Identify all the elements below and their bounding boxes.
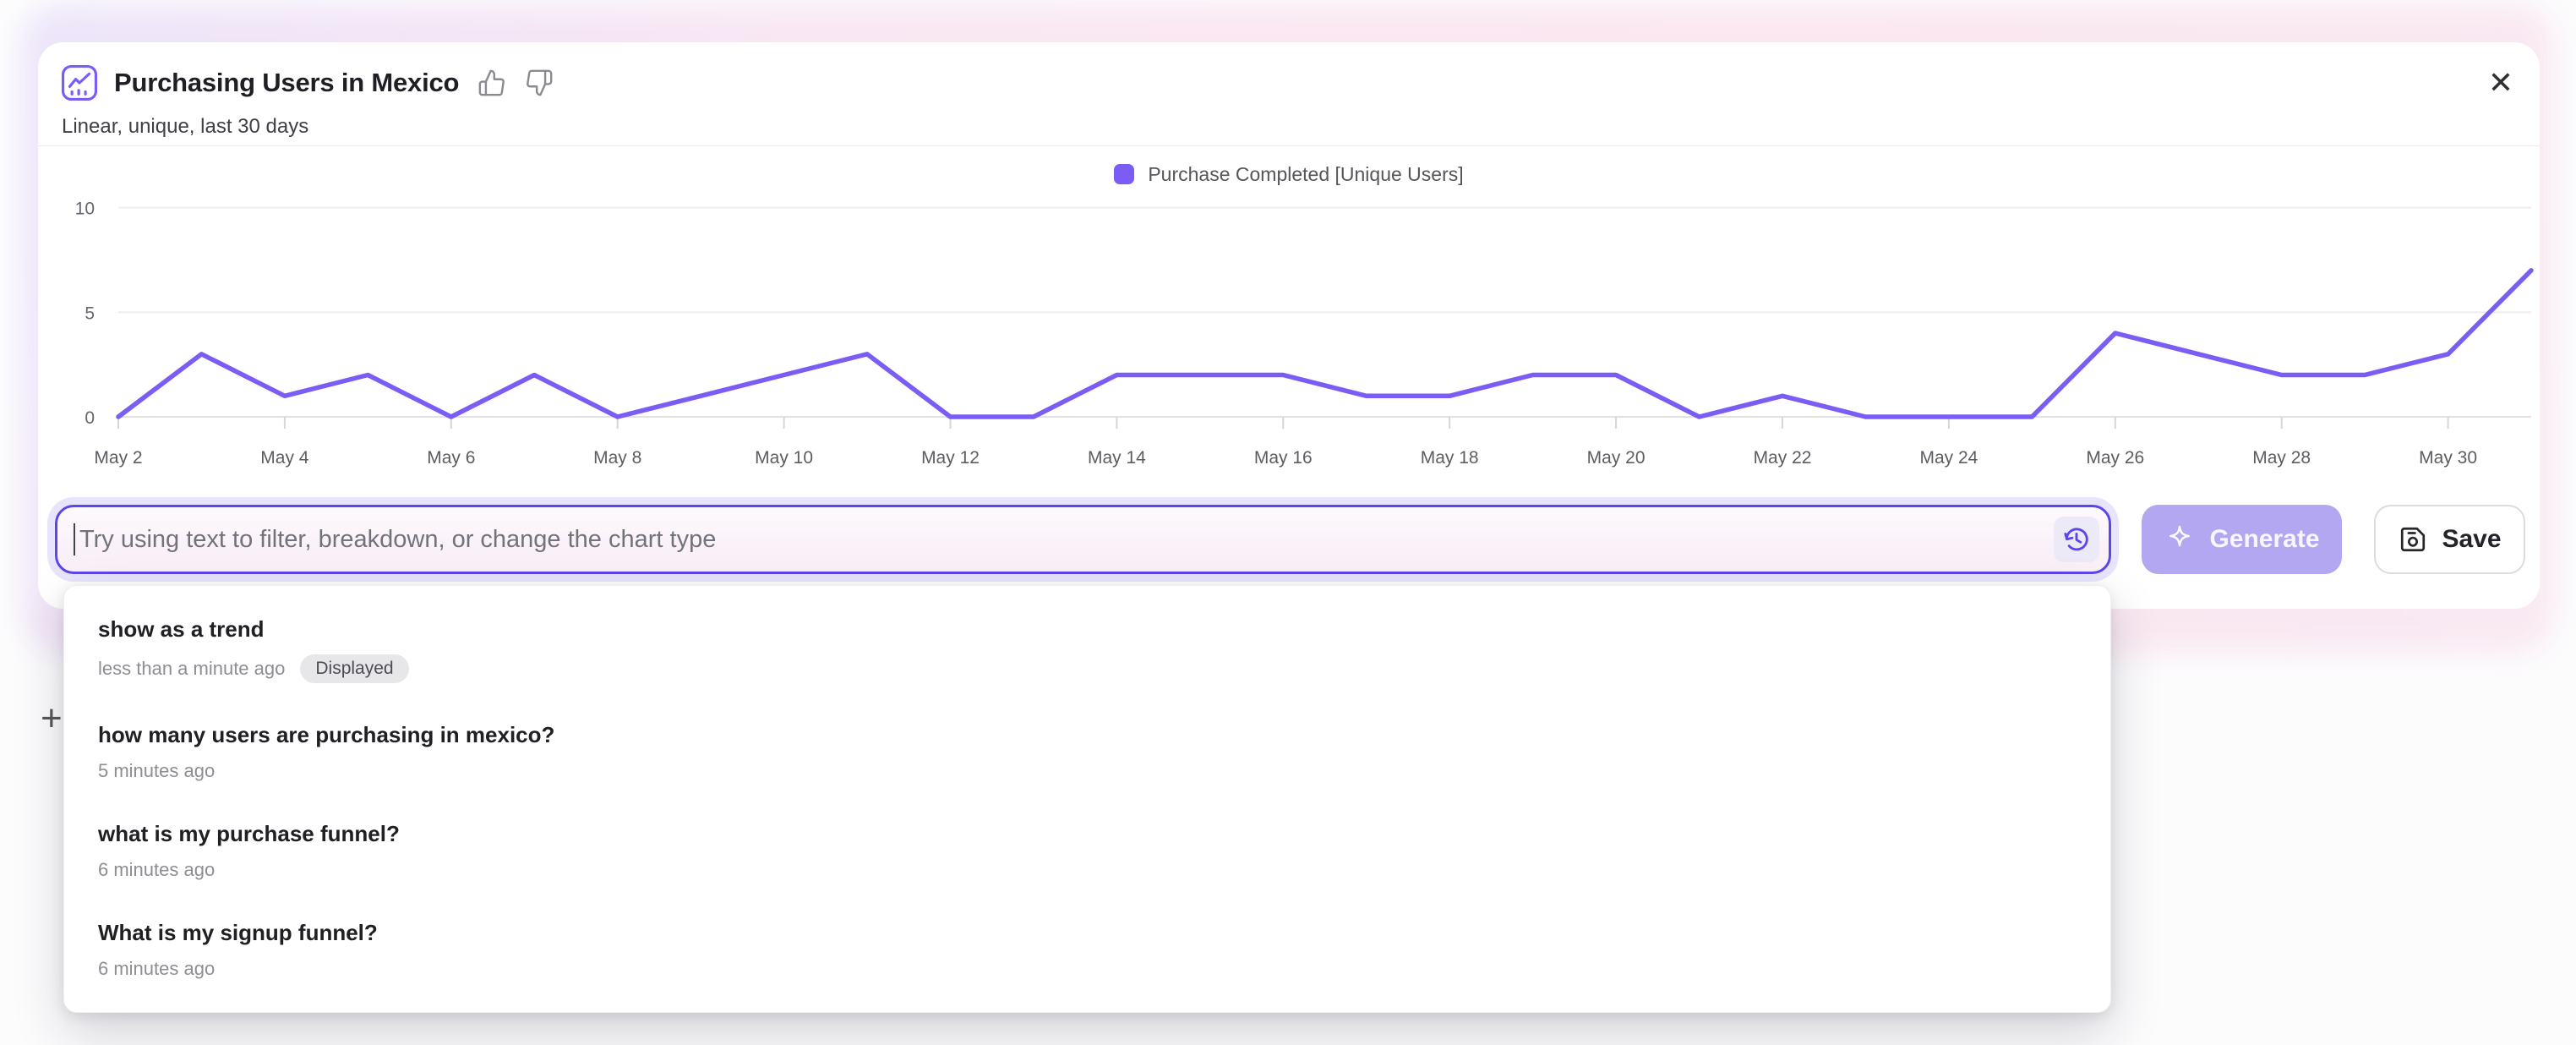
history-item[interactable]: show as a trend less than a minute ago D… (64, 598, 2110, 703)
svg-text:May 30: May 30 (2419, 448, 2477, 468)
history-dropdown: show as a trend less than a minute ago D… (63, 585, 2111, 1013)
close-icon[interactable]: ✕ (2487, 65, 2514, 100)
sparkle-icon (2169, 525, 2191, 547)
chart-subtitle: Linear, unique, last 30 days (62, 115, 309, 138)
card-header: Purchasing Users in Mexico ✕ (60, 61, 2518, 105)
page-title: Purchasing Users in Mexico (114, 68, 460, 97)
line-chart-icon (61, 64, 98, 101)
generate-label: Generate (2209, 525, 2320, 553)
svg-text:May 24: May 24 (1919, 448, 1978, 468)
status-badge: Displayed (300, 654, 409, 683)
svg-text:May 10: May 10 (755, 448, 813, 468)
svg-text:May 26: May 26 (2086, 448, 2144, 468)
text-caret (74, 523, 75, 555)
svg-text:May 20: May 20 (1587, 448, 1645, 468)
history-item-time: less than a minute ago (98, 658, 286, 679)
thumbs-up-icon[interactable] (478, 68, 506, 97)
prompt-input[interactable] (55, 505, 2111, 574)
save-button[interactable]: Save (2374, 505, 2525, 574)
svg-text:0: 0 (85, 408, 95, 428)
history-item-time: 5 minutes ago (98, 760, 216, 781)
svg-text:May 14: May 14 (1088, 448, 1146, 468)
history-icon (2064, 528, 2088, 551)
chart-legend[interactable]: Purchase Completed [Unique Users] (38, 150, 2540, 198)
header-divider (38, 145, 2540, 146)
thumbs-down-icon[interactable] (525, 68, 554, 97)
svg-text:10: 10 (75, 200, 95, 219)
history-item-label: show as a trend (98, 616, 265, 642)
history-item-time: 6 minutes ago (98, 958, 216, 979)
history-item[interactable]: what is my purchase funnel? 6 minutes ag… (64, 802, 2110, 901)
svg-text:May 16: May 16 (1254, 448, 1313, 468)
history-item-label: What is my signup funnel? (98, 920, 378, 945)
save-label: Save (2442, 525, 2502, 553)
svg-text:5: 5 (85, 304, 95, 323)
history-button[interactable] (2054, 517, 2099, 562)
history-item-label: what is my purchase funnel? (98, 821, 400, 846)
chart-card: Purchasing Users in Mexico ✕ Linear, uni… (38, 42, 2540, 609)
line-chart-svg: 0 5 10 May 2 May 4 May 6 May 8 May 10 May 12 May … (75, 200, 2534, 468)
svg-text:May 28: May 28 (2252, 448, 2311, 468)
svg-text:May 2: May 2 (94, 448, 142, 468)
svg-text:May 18: May 18 (1421, 448, 1479, 468)
legend-label: Purchase Completed [Unique Users] (1148, 162, 1464, 185)
history-item-time: 6 minutes ago (98, 859, 216, 880)
svg-text:May 6: May 6 (427, 448, 475, 468)
svg-text:May 4: May 4 (260, 448, 309, 468)
history-item-label: how many users are purchasing in mexico? (98, 722, 555, 747)
legend-swatch (1114, 164, 1135, 184)
composer-row: Generate Save (55, 504, 2525, 575)
svg-text:May 22: May 22 (1754, 448, 1812, 468)
generate-button[interactable]: Generate (2142, 505, 2342, 574)
prompt-input-wrap (55, 505, 2111, 574)
history-item[interactable]: how many users are purchasing in mexico?… (64, 703, 2110, 802)
svg-text:May 8: May 8 (593, 448, 641, 468)
history-item[interactable]: What is my signup funnel? 6 minutes ago (64, 901, 2110, 1000)
line-chart[interactable]: 0 5 10 May 2 May 4 May 6 May 8 May 10 May 12 May … (38, 194, 2540, 499)
svg-text:May 12: May 12 (921, 448, 980, 468)
add-button-partial[interactable]: + (41, 698, 63, 739)
save-icon (2401, 527, 2426, 552)
